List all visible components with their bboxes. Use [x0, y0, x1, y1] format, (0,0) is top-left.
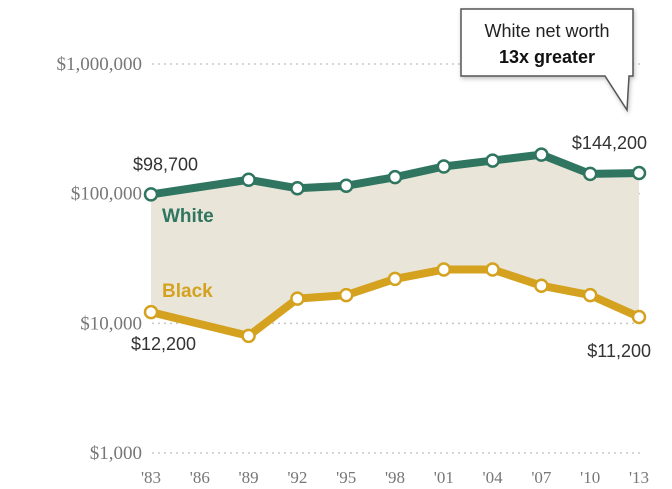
series-lines — [150, 150, 641, 340]
x-tick-label: '07 — [531, 468, 552, 487]
data-point-black — [241, 328, 256, 344]
y-tick-label: $1,000,000 — [57, 54, 143, 75]
data-point-black — [534, 278, 549, 293]
x-tick-label: '13 — [629, 468, 649, 487]
data-label: $98,700 — [133, 154, 198, 174]
series-label-white: White — [162, 206, 214, 227]
data-point-black — [631, 309, 647, 325]
x-tick-label: '04 — [483, 468, 504, 487]
data-point-white — [290, 181, 305, 196]
data-point-white — [631, 165, 647, 181]
data-label: $144,200 — [572, 133, 647, 153]
data-point-black — [582, 287, 598, 303]
x-tick-label: '95 — [336, 468, 356, 487]
y-tick-label: $10,000 — [80, 313, 142, 334]
series-line-black — [150, 265, 641, 340]
x-tick-label: '86 — [190, 468, 210, 487]
y-tick-label: $1,000 — [90, 443, 142, 464]
callout-line2: 13x greater — [499, 47, 595, 67]
data-point-white — [534, 147, 549, 162]
data-point-white — [241, 172, 256, 188]
series-labels: White Black — [162, 206, 214, 302]
x-tick-label: '10 — [580, 468, 600, 487]
data-point-white — [582, 166, 598, 182]
series-label-black: Black — [162, 281, 213, 302]
x-tick-label: '83 — [141, 468, 161, 487]
data-labels: $98,700 $144,200 $12,200 $11,200 — [131, 133, 651, 361]
series-points — [143, 147, 647, 344]
data-point-white — [338, 178, 354, 194]
callout-box — [460, 8, 634, 113]
gap-band — [151, 154, 639, 336]
data-point-white — [143, 187, 159, 202]
data-point-black — [485, 262, 500, 277]
data-point-black — [143, 304, 159, 320]
data-point-white — [436, 159, 452, 174]
y-axis-ticks: $1,000,000 $100,000 $10,000 $1,000 — [57, 54, 143, 464]
callout-line1: White net worth — [484, 21, 609, 41]
callout: White net worth 13x greater — [460, 8, 634, 113]
data-point-black — [290, 291, 305, 306]
y-tick-label: $100,000 — [71, 184, 142, 205]
data-label: $12,200 — [131, 334, 196, 354]
x-axis-ticks: '83 '86 '89 '92 '95 '98 '01 '04 '07 '10 '13 — [141, 468, 649, 487]
x-tick-label: '89 — [239, 468, 259, 487]
x-tick-label: '01 — [434, 468, 454, 487]
data-point-black — [338, 287, 354, 303]
data-point-white — [485, 153, 500, 168]
x-tick-label: '98 — [385, 468, 405, 487]
data-point-black — [436, 262, 452, 277]
x-tick-label: '92 — [287, 468, 307, 487]
series-line-white — [150, 150, 640, 199]
data-point-black — [387, 271, 403, 287]
data-label: $11,200 — [587, 341, 651, 361]
data-point-white — [387, 169, 403, 185]
